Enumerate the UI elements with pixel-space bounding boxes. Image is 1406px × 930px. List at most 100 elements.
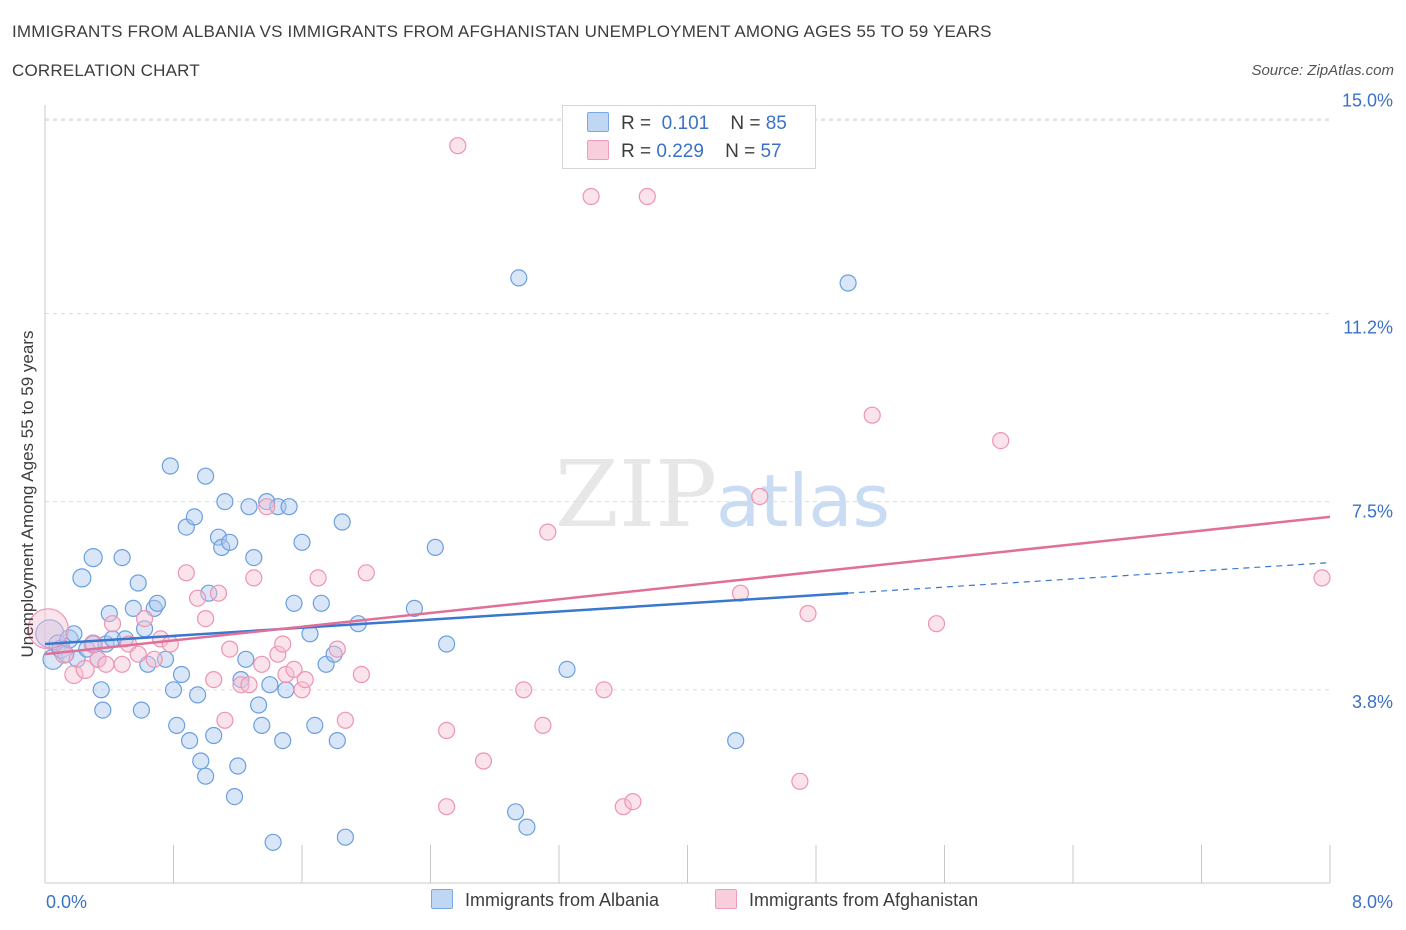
albania-point <box>189 686 207 704</box>
albania-point <box>192 752 210 770</box>
albania-point <box>205 726 223 745</box>
albania-point <box>225 787 244 806</box>
afghanistan-point <box>113 655 131 673</box>
afghanistan-point <box>309 569 327 587</box>
y-tick-label: 7.5% <box>1352 502 1393 522</box>
afghanistan-point <box>614 798 632 816</box>
albania-point <box>264 833 282 851</box>
legend-box: R = 0.101 N = 85 R = 0.229 N = 57 <box>562 105 816 169</box>
afghanistan-point <box>863 406 881 424</box>
legend-row-afghanistan: R = 0.229 N = 57 <box>587 140 782 164</box>
afghanistan-point <box>438 721 456 740</box>
bottom-legend-label-afghanistan: Immigrants from Afghanistan <box>749 890 979 910</box>
albania-point <box>200 584 218 602</box>
watermark: ZIP atlas <box>555 441 890 548</box>
afghanistan-point <box>75 659 95 680</box>
y-tick-label: 15.0% <box>1342 90 1393 110</box>
albania-point <box>164 681 183 699</box>
albania-point <box>129 574 147 592</box>
albania-trend-line <box>44 591 849 646</box>
afghanistan-point <box>751 487 769 506</box>
afghanistan-point <box>221 640 239 658</box>
axis-labels: 3.8% 7.5% 11.2% 15.0% 0.0% 8.0% Unemployment A… <box>18 90 1393 912</box>
afghanistan-point <box>624 792 642 811</box>
albania-point <box>161 457 179 475</box>
albania-point <box>216 493 234 511</box>
afghanistan-point <box>296 670 314 689</box>
afghanistan-point <box>240 676 258 694</box>
albania-point <box>506 803 525 821</box>
afghanistan-point <box>285 660 303 679</box>
afghanistan-point <box>27 608 69 650</box>
albania-point <box>293 533 311 551</box>
y-tick-label: 3.8% <box>1352 692 1393 712</box>
data-points <box>27 137 1331 851</box>
afghanistan-point <box>269 645 287 663</box>
bottom-legend-swatch-albania <box>431 889 453 909</box>
albania-point <box>168 716 186 735</box>
chart-title: IMMIGRANTS FROM ALBANIA VS IMMIGRANTS FR… <box>12 22 992 41</box>
afghanistan-point <box>539 523 557 541</box>
afghanistan-point <box>582 187 600 206</box>
legend-row-albania: R = 0.101 N = 85 <box>587 112 787 136</box>
afghanistan-point <box>209 584 228 602</box>
albania-point <box>113 548 131 567</box>
afghanistan-point <box>515 681 533 699</box>
albania-point <box>328 731 346 750</box>
x-tick-label: 0.0% <box>46 892 87 912</box>
albania-point <box>510 269 528 287</box>
afghanistan-point <box>136 609 154 628</box>
albania-point <box>438 635 456 653</box>
albania-point <box>197 467 215 485</box>
albania-point <box>253 716 271 735</box>
afghanistan-point <box>177 564 195 582</box>
afghanistan-point <box>474 752 493 770</box>
afghanistan-point <box>103 615 122 633</box>
albania-point <box>100 604 118 623</box>
albania-point <box>172 665 191 684</box>
albania-point <box>333 513 351 531</box>
afghanistan-point <box>97 655 115 673</box>
afghanistan-point <box>197 609 215 628</box>
afghanistan-point <box>145 650 163 668</box>
legend-r-value: 0.101 <box>661 113 710 134</box>
afghanistan-point <box>258 498 276 516</box>
watermark-zip: ZIP <box>555 441 717 548</box>
afghanistan-point <box>274 635 292 653</box>
albania-point <box>240 498 258 516</box>
legend-n-value: 85 <box>765 113 787 134</box>
albania-point <box>92 681 110 699</box>
legend-n-label: N = <box>725 141 756 162</box>
albania-point <box>221 533 239 551</box>
albania-point <box>181 731 199 750</box>
albania-point <box>197 767 215 785</box>
albania-point <box>285 594 303 612</box>
afghanistan-point <box>449 137 467 155</box>
source-label: Source: ZipAtlas.com <box>1251 62 1394 79</box>
albania-point <box>325 645 343 663</box>
albania-point <box>250 696 268 714</box>
afghanistan-point <box>927 615 946 633</box>
afghanistan-point <box>799 604 817 623</box>
albania-point <box>148 594 166 612</box>
afghanistan-point <box>161 635 179 653</box>
albania-point <box>277 681 295 699</box>
afghanistan-point <box>189 589 207 607</box>
albania-point <box>405 599 423 618</box>
albania-point <box>518 818 536 836</box>
y-tick-label: 11.2% <box>1343 317 1393 337</box>
albania-point <box>426 538 444 557</box>
albania-point <box>185 508 203 526</box>
afghanistan-point <box>129 645 147 663</box>
afghanistan-point <box>992 432 1010 450</box>
bottom-legend-label-albania: Immigrants from Albania <box>465 890 660 910</box>
afghanistan-point <box>277 665 295 684</box>
albania-point <box>312 594 330 612</box>
albania-point <box>237 650 255 668</box>
albania-point <box>274 731 292 750</box>
legend-r-value: 0.229 <box>656 141 704 162</box>
afghanistan-point <box>64 664 84 685</box>
afghanistan-point <box>438 798 456 816</box>
albania-point <box>83 547 103 568</box>
afghanistan-point <box>336 711 354 729</box>
